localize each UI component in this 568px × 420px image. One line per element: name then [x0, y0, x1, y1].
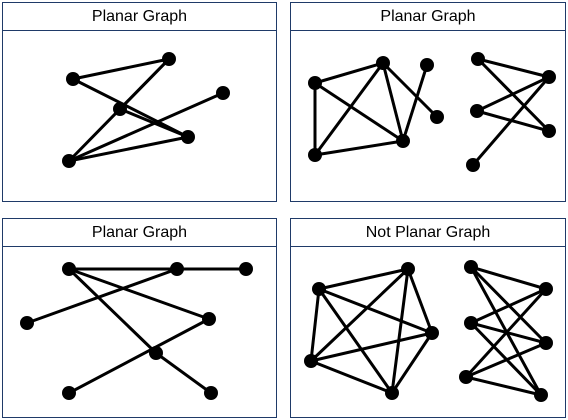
graph-edge-c-d — [313, 139, 405, 157]
panel-top-right: Planar Graph — [290, 2, 566, 202]
graph-node-e — [385, 386, 399, 400]
graph-edge-a-d — [313, 81, 405, 143]
graph-node-f — [216, 86, 230, 100]
graph-edge-e-d — [67, 135, 190, 163]
graph-node-c — [239, 262, 253, 276]
graph-node-g — [62, 386, 76, 400]
graph-node-r — [470, 104, 484, 118]
graph-edge-p-q — [476, 57, 551, 79]
graph-canvas — [304, 260, 553, 402]
graph-edge-a-d — [67, 267, 211, 321]
graph-edge-b-f — [381, 61, 439, 119]
graph-edge-b-c — [313, 61, 385, 157]
graph-node-h — [204, 386, 218, 400]
graph-edge-b-d — [381, 61, 405, 143]
graph-edge-c-d — [309, 331, 434, 363]
graph-edge-u2-v2 — [469, 321, 548, 345]
graph-edge-b-d — [309, 267, 410, 363]
graph-edge-d-g — [67, 317, 211, 395]
graph-edge-b-c — [406, 267, 434, 335]
graph-node-v1 — [539, 282, 553, 296]
graph-edge-e-d — [401, 63, 429, 143]
graph-edge-d-e — [309, 359, 394, 395]
graph-edge-a-c — [317, 287, 434, 335]
graph-node-e — [181, 130, 195, 144]
graph-edge-e-h — [154, 351, 213, 395]
graph-node-a — [312, 282, 326, 296]
graph-node-a — [62, 262, 76, 276]
panel-bottom-left: Planar Graph — [2, 218, 277, 418]
graph-node-b — [170, 262, 184, 276]
graph-node-v3 — [534, 388, 548, 402]
graph-node-u1 — [464, 260, 478, 274]
graph-edge-c-e — [390, 331, 434, 395]
graph-node-d — [396, 134, 410, 148]
graph-canvas — [308, 52, 556, 172]
graph-node-s — [542, 124, 556, 138]
graph-node-q — [542, 70, 556, 84]
graph-edge-a-d — [309, 287, 321, 363]
graph-edge-q-t — [471, 75, 551, 167]
graph-edge-b-e — [390, 267, 410, 395]
graph-edge-u3-v3 — [464, 375, 543, 397]
graph-node-p — [471, 52, 485, 66]
panel-title: Not Planar Graph — [291, 219, 565, 247]
graph-edge-u3-v1 — [464, 287, 548, 379]
graph-node-e — [420, 58, 434, 72]
graph-edge-a-e — [71, 77, 190, 139]
graph-node-e — [149, 346, 163, 360]
graph-edge-a-b — [317, 267, 410, 291]
graph-node-f — [430, 110, 444, 124]
graph-edge-r-q — [475, 75, 551, 113]
graph-node-d — [62, 154, 76, 168]
graph-edge-a-b — [71, 57, 171, 81]
panel-title: Planar Graph — [3, 3, 276, 31]
graph-node-c — [113, 102, 127, 116]
panel-title: Planar Graph — [291, 3, 565, 31]
graph-canvas — [62, 52, 230, 168]
graph-node-b — [401, 262, 415, 276]
graph-node-d — [304, 354, 318, 368]
graph-node-d — [202, 312, 216, 326]
graph-node-a — [66, 72, 80, 86]
graph-node-u2 — [464, 316, 478, 330]
graph-node-v2 — [539, 336, 553, 350]
graph-edge-a-b — [313, 61, 385, 85]
graph-edge-u1-v1 — [469, 265, 548, 291]
panel-bottom-right: Not Planar Graph — [290, 218, 566, 418]
graph-edge-a-e — [67, 267, 158, 355]
graph-canvas — [20, 262, 253, 400]
graph-edge-u3-v2 — [464, 341, 548, 379]
graph-edge-d-f — [67, 91, 225, 163]
graph-node-c — [425, 326, 439, 340]
graph-edge-a-e — [317, 287, 394, 395]
panel-title: Planar Graph — [3, 219, 276, 247]
graph-node-f — [20, 316, 34, 330]
graph-node-c — [308, 148, 322, 162]
graph-edge-b-f — [25, 267, 179, 325]
graph-edge-r-s — [475, 109, 551, 133]
graph-node-u3 — [459, 370, 473, 384]
graph-edge-u2-v1 — [469, 287, 548, 325]
graph-node-a — [308, 76, 322, 90]
graph-node-b — [162, 52, 176, 66]
panel-top-left: Planar Graph — [2, 2, 277, 202]
graph-node-t — [466, 158, 480, 172]
graph-node-b — [376, 56, 390, 70]
